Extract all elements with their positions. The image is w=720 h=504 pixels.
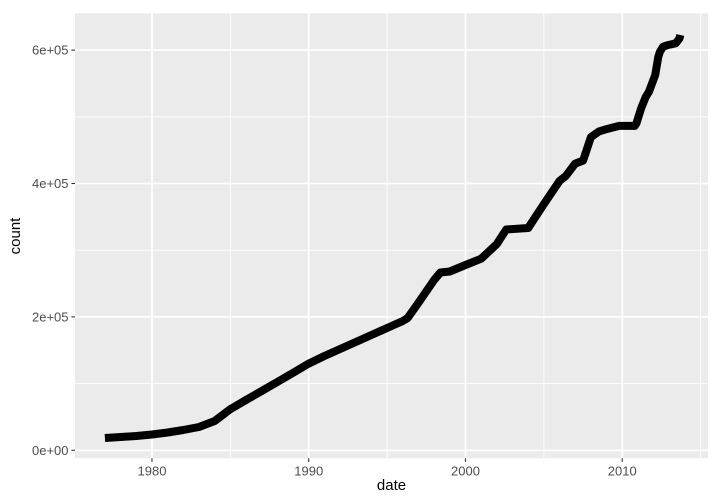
y-tick-label: 4e+05 [32,176,69,191]
x-tick-label: 2010 [608,463,637,478]
x-tick-label: 2000 [451,463,480,478]
y-tick-label: 2e+05 [32,309,69,324]
x-tick-label: 1990 [294,463,323,478]
data-line-count [104,34,685,442]
x-axis-title: date [376,477,407,494]
y-tick-label: 0e+00 [32,443,69,458]
plot-panel [75,13,708,459]
y-axis-title: count [7,217,24,255]
y-tick-label: 6e+05 [32,43,69,58]
x-tick-label: 1980 [138,463,167,478]
